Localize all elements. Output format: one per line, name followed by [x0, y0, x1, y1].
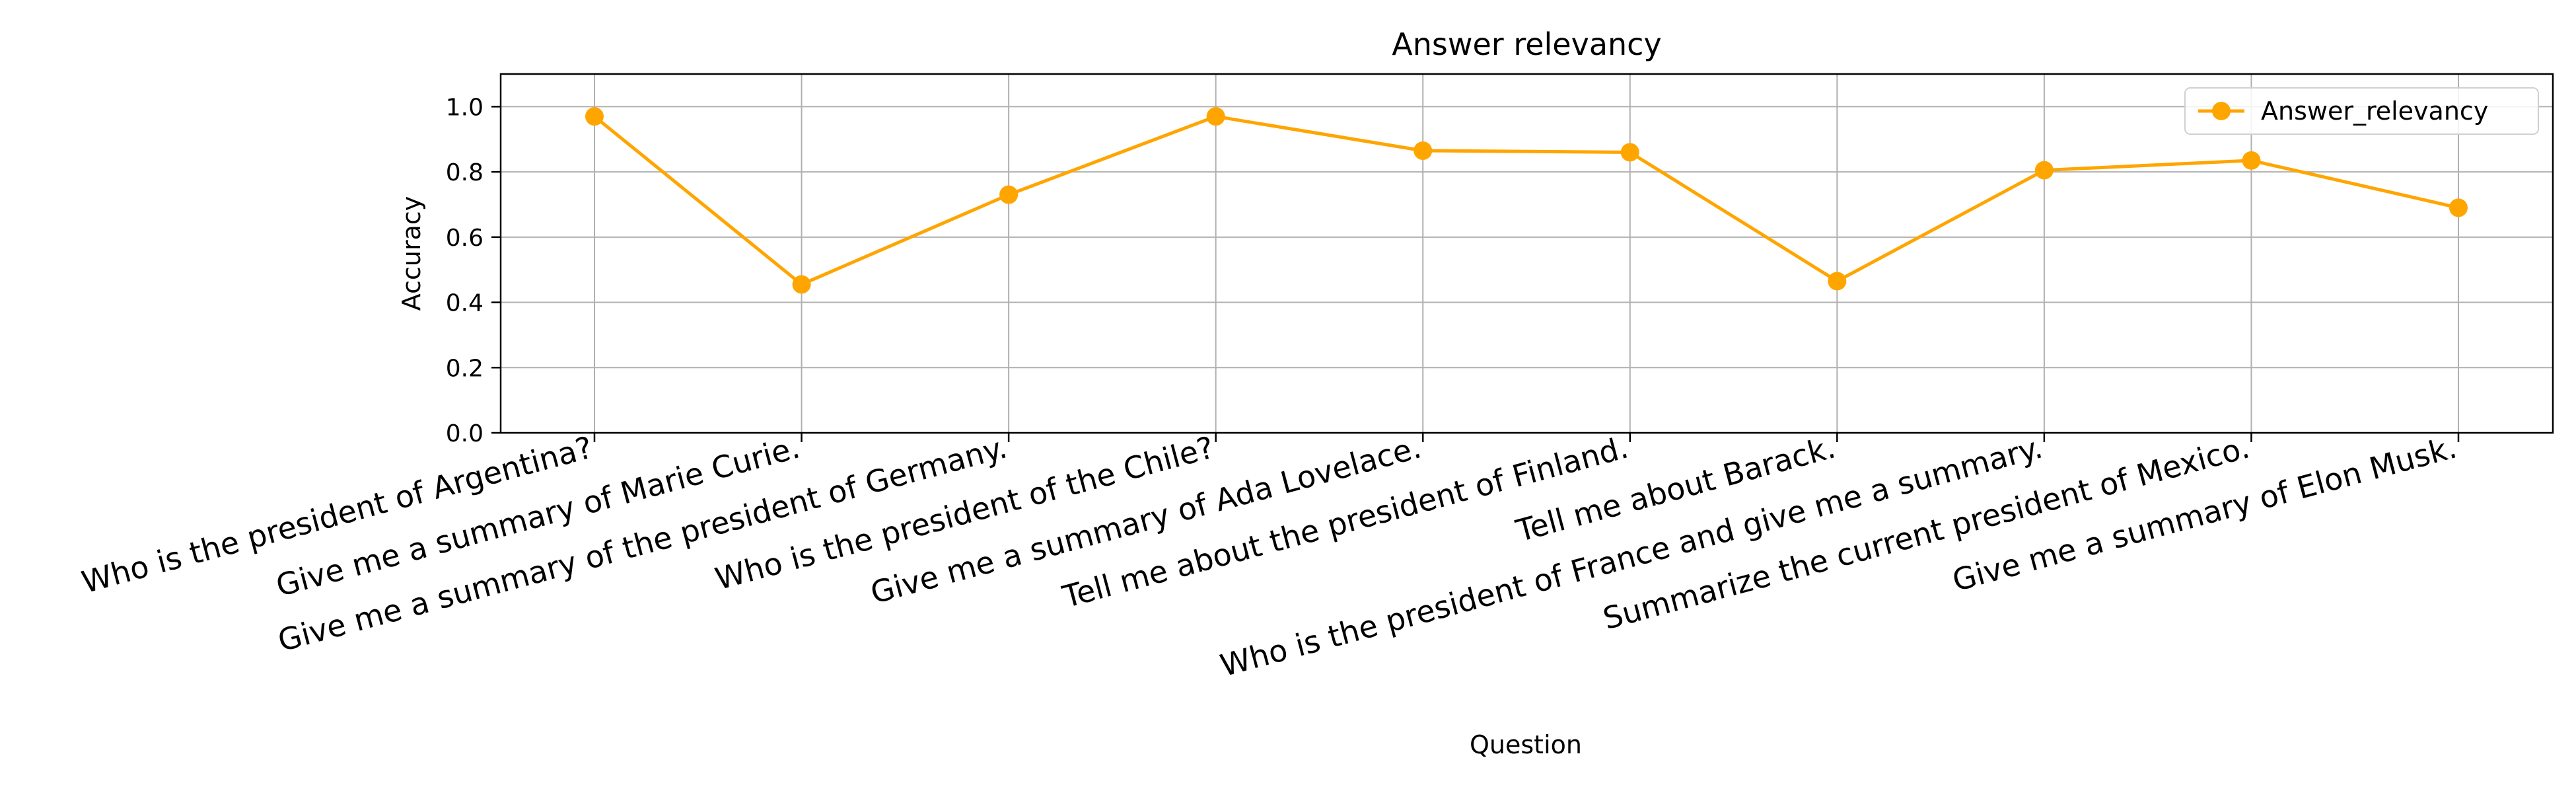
x-axis-label: Question [1470, 730, 1582, 759]
chart-title: Answer relevancy [1392, 26, 1661, 62]
legend-marker [2212, 102, 2231, 120]
y-tick-label: 0.6 [446, 225, 483, 252]
y-tick-label: 0.2 [446, 355, 483, 382]
y-axis-label: Accuracy [397, 196, 426, 311]
data-point [1413, 141, 1433, 161]
y-tick-label: 1.0 [446, 94, 483, 121]
data-point [2449, 198, 2468, 217]
legend-box [2184, 87, 2539, 135]
data-point [2034, 161, 2054, 180]
data-point [999, 185, 1019, 204]
y-tick-label: 0.0 [446, 420, 483, 447]
data-point [1828, 272, 1847, 291]
data-point [1620, 143, 1639, 162]
legend-label: Answer_relevancy [2261, 96, 2488, 126]
data-point [585, 107, 604, 126]
data-point [792, 275, 811, 294]
data-point [1206, 107, 1225, 126]
legend: Answer_relevancy [2184, 87, 2539, 135]
ticks: Who is the president of Argentina?Give m… [78, 94, 2460, 683]
data-point [2242, 151, 2261, 170]
y-tick-label: 0.4 [446, 290, 483, 317]
y-tick-label: 0.8 [446, 159, 483, 186]
series-line-answer-relevancy [593, 114, 2459, 286]
series-layer [585, 107, 2468, 294]
axes-frame [499, 73, 2554, 434]
